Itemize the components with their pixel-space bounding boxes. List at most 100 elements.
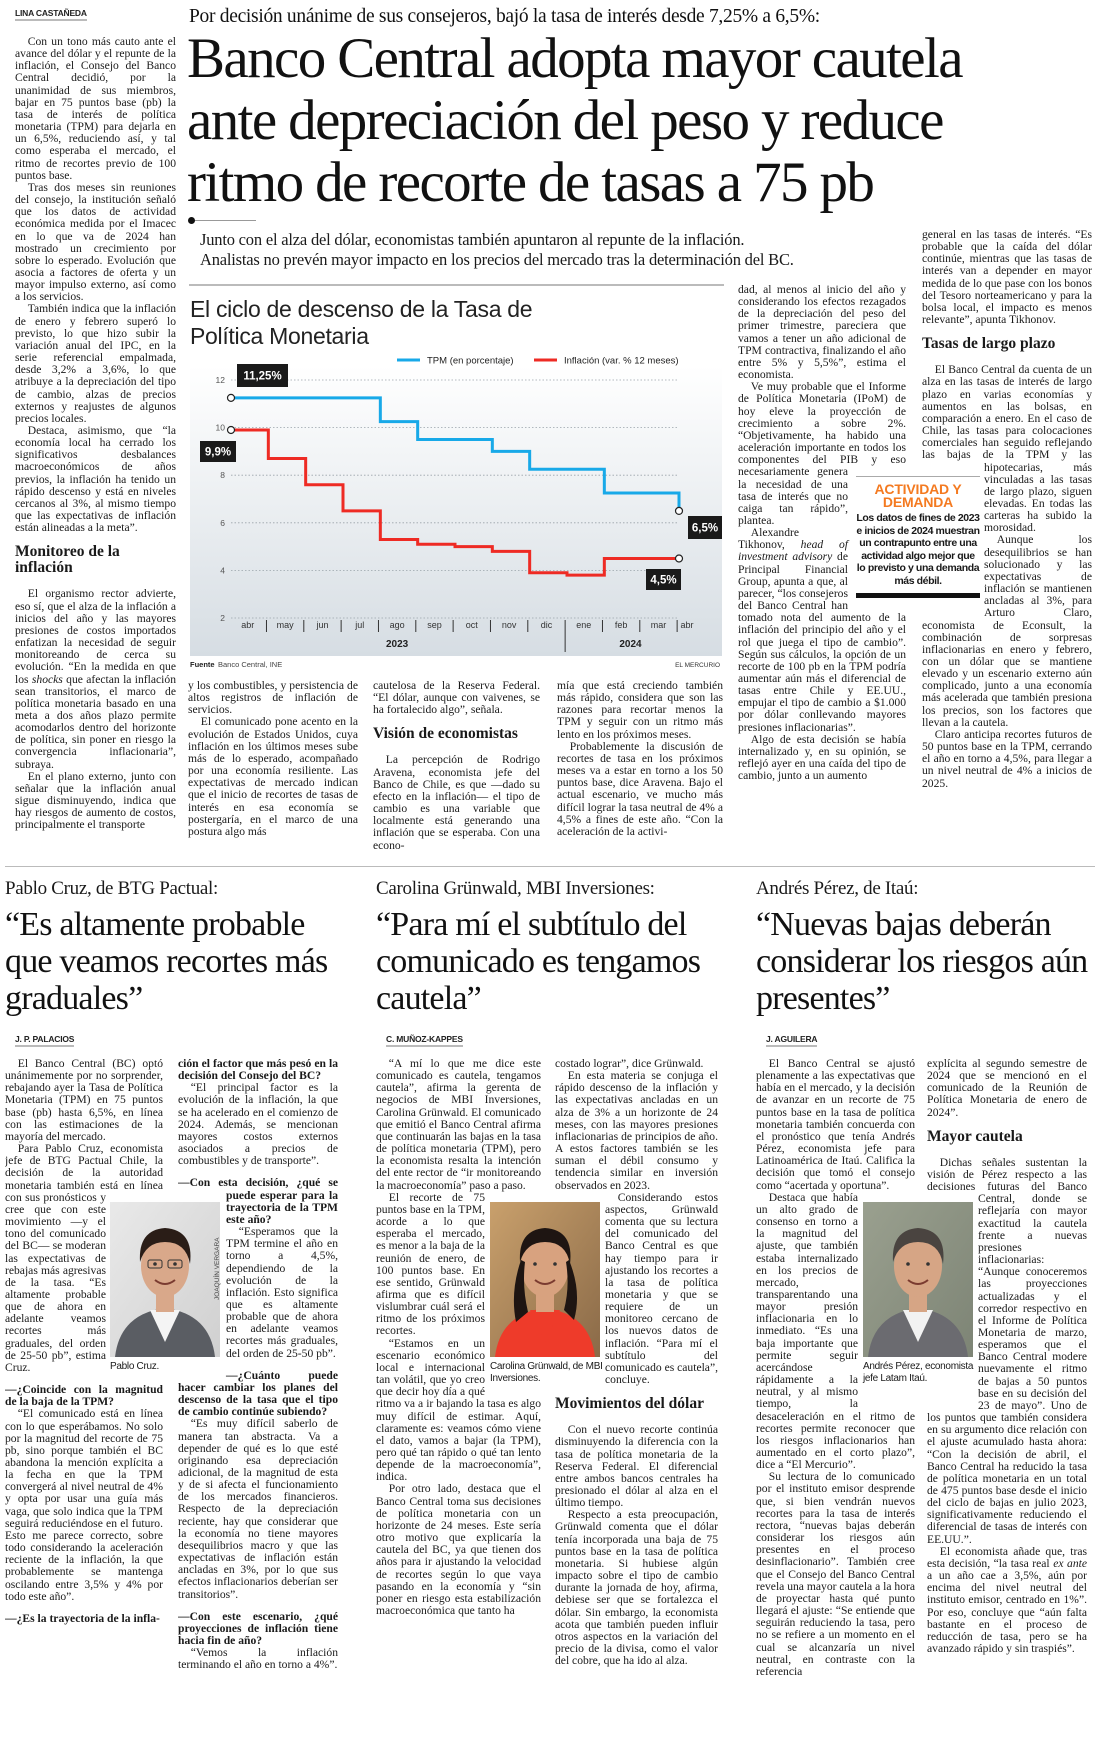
x-tick-label: nov — [502, 620, 517, 630]
bullet-icon — [188, 217, 195, 224]
y-tick-label: 6 — [220, 518, 225, 528]
paragraph: mía que está creciendo también más rápid… — [557, 680, 723, 741]
article-column: y los combustibles, y persistencia de al… — [188, 680, 358, 852]
y-tick-label: 4 — [220, 565, 225, 575]
paragraph: También indica que la inflación de enero… — [15, 302, 176, 425]
paragraph: El Banco Central (BC) optó unánimemente … — [5, 1058, 163, 1143]
chart-credit: EL MERCURIO — [675, 662, 720, 669]
paragraph: Alexandre Tikhonov, head of investment a… — [738, 526, 906, 734]
paragraph: La percepción de Rodrigo Aravena, econom… — [373, 753, 540, 852]
paragraph: “El comunicado está en línea con lo que … — [5, 1407, 163, 1603]
series-line-inflacion — [231, 428, 679, 577]
paragraph: El organismo rector advierte, eso sí, qu… — [15, 587, 176, 771]
paragraph: general en las tasas de interés. “Es pro… — [922, 229, 1092, 327]
endpoint-marker — [674, 554, 684, 563]
data-label-box — [237, 364, 288, 387]
endpoint-marker — [226, 425, 236, 435]
section-heading: Monitoreo de la inflación — [15, 543, 120, 577]
interview-question: ción el factor que más pesó en la decisi… — [178, 1058, 338, 1083]
paragraph: “El principal factor es la evolución de … — [178, 1081, 338, 1168]
y-tick-label: 12 — [216, 375, 226, 385]
photo-caption: Pablo Cruz. — [110, 1361, 159, 1372]
callout-text: Los datos de fines de 2023 e inicios de … — [856, 512, 980, 598]
byline: J. P. PALACIOS — [15, 1034, 74, 1047]
article-column: dad, al menos al inicio del año y consid… — [738, 284, 906, 854]
divider — [5, 866, 1095, 867]
endpoint-marker — [226, 393, 236, 402]
x-tick-label: ago — [390, 620, 405, 630]
deck-line: Analistas no prevén mayor impacto en los… — [200, 250, 794, 269]
paragraph: Con el nuevo recorte continúa disminuyen… — [555, 1423, 718, 1510]
paragraph: Aunque los desequilibrios se han solucio… — [922, 533, 1092, 729]
y-tick-label: 10 — [216, 423, 226, 433]
source-text: Banco Central, INE — [218, 660, 282, 669]
x-tick-label: dic — [541, 620, 553, 630]
paragraph: “Es muy difícil saberlo de manera tan ab… — [178, 1417, 338, 1601]
data-label-box — [646, 569, 681, 590]
paragraph: cautelosa de la Reserva Federal. “El dól… — [373, 680, 540, 717]
section-heading: Movimientos del dólar — [555, 1395, 704, 1413]
y-tick-label: 8 — [220, 470, 225, 480]
paragraph: “A mí lo que me dice este comunicado es … — [376, 1058, 541, 1192]
article-column: Con un tono más cauto ante el avance del… — [15, 36, 176, 854]
x-tick-label: jul — [354, 620, 364, 630]
legend-label: Inflación (var. % 12 meses) — [564, 356, 679, 367]
paragraph: Destaca, asimismo, que “la economía loca… — [15, 424, 176, 535]
paragraph: Claro anticipa recortes futuros de 50 pu… — [922, 727, 1092, 790]
chart-svg: 2 4 6 8 10 12 TPM (en porcentaje) Inflación (va… — [190, 356, 722, 669]
italic-term: shocks — [31, 672, 63, 686]
data-label: 6,5% — [692, 523, 718, 535]
data-label-box — [200, 441, 236, 462]
photo-caption: Andrés Pérez, economista jefe Latam Itaú… — [863, 1361, 974, 1384]
paragraph: costado lograr”, dice Grünwald. — [555, 1058, 704, 1070]
chart: El ciclo de descenso de la Tasa de Polít… — [185, 290, 722, 675]
article-column: “A mí lo que me dice este comunicado es … — [376, 1058, 541, 1736]
paragraph: “Esperamos que la TPM termine el año en … — [226, 1225, 338, 1360]
x-tick-label: oct — [466, 620, 479, 630]
section-heading: Mayor cautela — [927, 1127, 1023, 1145]
paragraph: “Vemos la inflación terminando el año en… — [178, 1646, 338, 1672]
x-year-label: 2023 — [386, 639, 409, 650]
y-tick-label: 2 — [220, 613, 225, 623]
italic-term: head of investment advisory — [738, 538, 848, 564]
portrait-photo — [490, 1202, 600, 1357]
paragraph: El Banco Central da cuenta de un alza en… — [922, 363, 1092, 535]
x-tick-label: mar — [651, 620, 667, 630]
paragraph: Para Pablo Cruz, economista jefe de BTG … — [5, 1142, 163, 1374]
article-column: ción el factor que más pesó en la decisi… — [178, 1058, 338, 1736]
interview-question: —¿Es la trayectoria de la infla- — [5, 1611, 160, 1625]
paragraph: Su lectura de lo comunicado por el insti… — [756, 1470, 915, 1678]
photo-caption: Carolina Grünwald, de MBI Inversiones. — [490, 1361, 603, 1384]
paragraph: Considerando estos aspectos, Grünwald co… — [605, 1190, 718, 1387]
interview-question: —Con esta decisión, ¿qué se puede espera… — [178, 1176, 338, 1226]
interview-kicker: Andrés Pérez, de Itaú: — [756, 878, 919, 899]
x-tick-label: ene — [576, 620, 591, 630]
paragraph: El recorte de 75 puntos base en la TPM, … — [376, 1190, 485, 1338]
interview-kicker: Carolina Grünwald, MBI Inversiones: — [376, 878, 655, 899]
paragraph: y los combustibles, y persistencia de al… — [188, 680, 358, 717]
paragraph: Probablemente la discusión de recortes d… — [557, 739, 723, 838]
data-label: 11,25% — [243, 371, 281, 383]
data-label: 9,9% — [205, 447, 231, 459]
paragraph: Algo de esta decisión se había internali… — [738, 732, 906, 783]
portrait-photo — [110, 1202, 220, 1357]
paragraph: dad, al menos al inicio del año y consid… — [738, 284, 906, 382]
byline: J. AGUILERA — [766, 1034, 818, 1047]
headline-line: ritmo de recorte de tasas a 75 pb — [187, 151, 875, 214]
interview-question: —¿Cuánto puede hacer cambiar los planes … — [178, 1368, 338, 1419]
interview-quote-title: “Nuevas bajas deberán considerar los rie… — [756, 906, 1088, 1017]
interview-quote-title: “Es altamente probable que veamos recort… — [5, 906, 328, 1017]
paragraph: Tras dos meses sin reuniones del consejo… — [15, 180, 176, 304]
interview-quote-title: “Para mí el subtítulo del comunicado es … — [376, 906, 701, 1017]
x-tick-label: feb — [615, 620, 628, 630]
article-column: El Banco Central se ajustó plenamente a … — [756, 1058, 915, 1736]
source-label: Fuente — [190, 660, 215, 669]
chart-title: El ciclo de descenso de la Tasa de Polít… — [190, 296, 533, 349]
x-tick-label: may — [277, 620, 295, 630]
x-tick-label: sep — [427, 620, 442, 630]
paragraph: explícita al segundo semestre de 2024 qu… — [927, 1058, 1087, 1119]
paragraph: Ve muy probable que el Informe de Políti… — [738, 380, 906, 527]
paragraph: Respecto a esta preocupación, Grünwald c… — [555, 1508, 718, 1668]
callout-title: ACTIVIDAD Y DEMANDA — [856, 482, 980, 510]
callout-title-line: DEMANDA — [882, 494, 954, 510]
